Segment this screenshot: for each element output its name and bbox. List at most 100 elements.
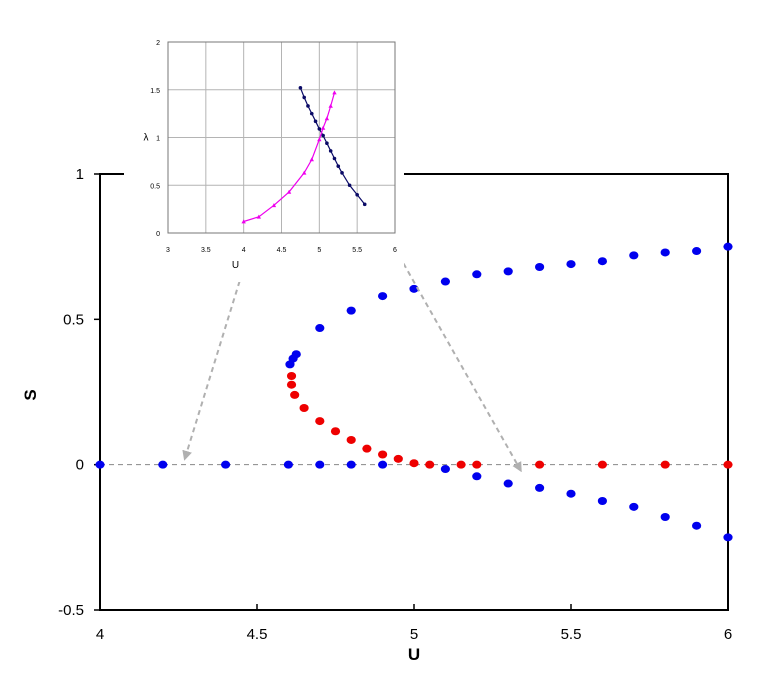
data-point-series-1 [95,460,105,469]
inset-point-series-1 [302,95,307,100]
data-point-series-1 [629,251,639,260]
inset-x-tick-label: 6 [393,247,397,254]
data-point-series-2 [330,427,341,436]
data-point-series-1 [723,242,733,251]
inset-series [241,86,367,224]
x-tick-label: 6 [724,626,732,643]
inset-point-series-2 [317,137,322,142]
inset-point-series-2 [309,157,314,162]
inset-x-tick-label: 5.5 [352,247,362,254]
inset-point-series-1 [313,119,318,124]
inset-point-series-1 [328,149,333,153]
data-point-series-2 [723,460,733,469]
annotation-arrow-2 [384,231,522,473]
inset-point-series-1 [347,183,352,188]
inset-point-series-2 [320,125,326,130]
data-point-series-1 [660,248,670,257]
inset-point-series-1 [321,133,325,138]
data-point-series-1 [315,460,325,469]
inset-y-axis-title: λ [144,133,149,144]
inset-point-series-1 [298,86,303,90]
inset-y-tick-label: 1.5 [150,88,160,95]
data-point-series-2 [290,390,300,399]
inset-point-series-2 [256,214,261,219]
data-point-series-1 [535,483,545,492]
inset-x-tick-label: 4 [242,247,246,254]
inset-background [124,20,404,282]
data-point-series-1 [221,460,231,469]
data-point-series-2 [315,417,325,426]
inset-x-tick-label: 3 [166,247,170,254]
data-point-series-1 [440,465,450,474]
data-point-series-1 [283,460,293,469]
data-point-series-2 [286,372,297,381]
x-axis-title: U [408,645,420,664]
inset-x-tick-label: 4.5 [277,247,287,254]
inset-y-tick-label: 0 [156,231,160,238]
data-point-series-1 [597,497,608,505]
data-point-series-1 [472,270,482,279]
inset-point-series-1 [340,171,344,175]
data-point-series-2 [425,460,435,469]
x-axis-ticks: 4 4.5 5 5.5 6 [96,604,732,643]
inset-point-series-1 [332,156,337,161]
inset-point-series-2 [324,116,330,121]
data-point-series-1 [378,460,388,469]
data-point-series-2 [393,454,403,463]
inset-x-axis-title: U [232,260,239,271]
y-tick-label: 0 [76,457,84,474]
data-point-series-1 [472,472,482,481]
data-point-series-1 [409,284,419,293]
data-point-series-1 [315,324,325,333]
data-point-series-1 [692,247,702,256]
inset-point-series-1 [336,164,341,168]
data-point-series-2 [472,460,482,469]
data-point-series-2 [286,380,297,389]
data-point-series-2 [660,460,670,469]
inset-chart: 3 3.5 4 4.5 5 5.5 6 0 0.5 1 1.5 2 U λ [124,20,404,282]
y-tick-label: 0.5 [63,311,84,328]
data-point-series-2 [299,403,309,412]
data-point-series-1 [440,277,450,286]
data-point-series-1 [597,257,608,266]
data-point-series-1 [566,489,576,498]
data-point-series-2 [597,460,608,469]
inset-point-series-1 [325,141,329,146]
inset-x-axis-ticks: 3 3.5 4 4.5 5 5.5 6 [166,247,397,254]
inset-x-tick-label: 3.5 [201,247,211,254]
inset-point-series-2 [328,103,333,108]
data-point-series-2 [346,435,356,444]
data-point-series-1 [346,460,356,469]
inset-point-series-1 [362,202,367,207]
inset-point-series-2 [286,189,292,194]
inset-x-tick-label: 5 [317,247,321,254]
inset-point-series-1 [317,127,322,131]
y-axis-title: S [21,389,40,400]
inset-point-series-1 [355,193,359,197]
main-data-points [95,242,733,542]
x-tick-label: 4 [96,626,104,643]
inset-point-series-2 [271,203,277,208]
data-point-series-1 [378,292,388,301]
data-point-series-1 [291,350,301,359]
data-point-series-1 [723,533,733,542]
inset-y-tick-label: 1 [156,136,160,143]
data-point-series-2 [362,444,372,453]
y-tick-label: 1 [76,166,84,183]
data-point-series-1 [660,512,670,521]
inset-y-axis-ticks: 0 0.5 1 1.5 2 [150,40,160,238]
inset-point-series-1 [309,111,314,116]
inset-point-series-1 [306,104,310,108]
inset-plot-frame [167,41,396,234]
data-point-series-1 [503,267,513,276]
x-tick-label: 5.5 [561,626,582,643]
inset-point-series-2 [302,170,307,175]
data-point-series-2 [456,460,466,469]
data-point-series-1 [566,260,576,269]
data-point-series-1 [158,460,168,469]
data-point-series-1 [692,521,702,530]
data-point-series-2 [378,450,388,459]
annotation-arrows [182,231,522,473]
inset-y-tick-label: 2 [156,40,160,47]
